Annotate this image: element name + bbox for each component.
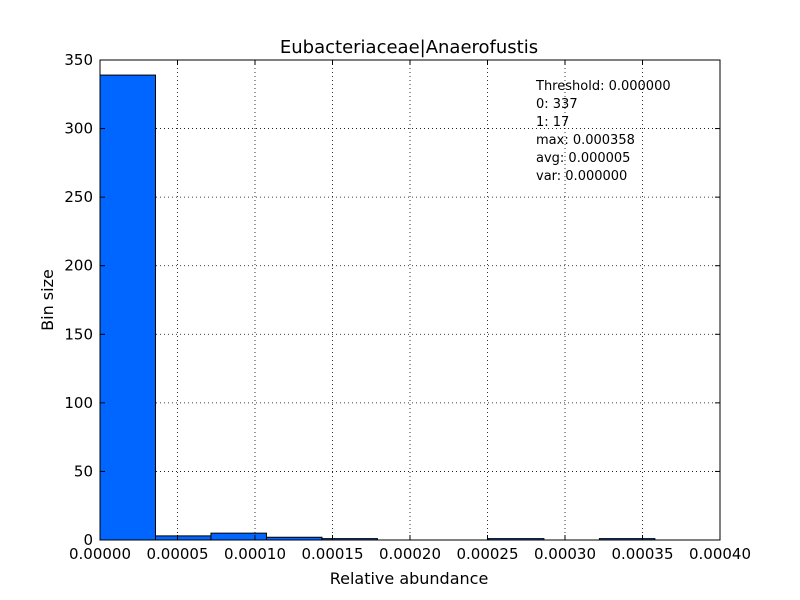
histogram-bar	[154, 535, 212, 541]
stats-annotation-line: max: 0.000358	[536, 133, 635, 148]
stats-annotation-line: 0: 337	[536, 97, 578, 112]
x-tick-label: 0.00025	[456, 545, 518, 563]
histogram-bar	[210, 532, 267, 541]
stats-annotation-line: Threshold: 0.000000	[535, 79, 671, 94]
y-tick-label: 250	[64, 188, 93, 206]
chart-title: Eubacteriaceae|Anaerofustis	[280, 37, 538, 58]
y-tick-label: 300	[64, 120, 93, 138]
stats-annotation-line: 1: 17	[536, 115, 569, 130]
histogram-bar	[99, 74, 156, 541]
axis-ticks: 0.00000 0.00005 0.00010 0.00015 0.00020 0.000…	[64, 51, 751, 563]
x-axis-label: Relative abundance	[330, 569, 489, 588]
x-tick-label: 0.00010	[224, 545, 286, 563]
y-tick-label: 150	[64, 325, 93, 343]
x-tick-label: 0.00035	[611, 545, 673, 563]
histogram-bars	[99, 74, 656, 541]
y-tick-label: 200	[64, 257, 93, 275]
y-axis-label: Bin size	[38, 269, 57, 331]
x-tick-label: 0.00030	[534, 545, 596, 563]
x-tick-label: 0.00000	[69, 545, 131, 563]
stats-annotation-line: avg: 0.000005	[536, 151, 630, 166]
stats-annotation-line: var: 0.000000	[536, 169, 627, 184]
x-tick-label: 0.00005	[146, 545, 208, 563]
y-tick-label: 50	[74, 462, 93, 480]
grid-lines	[100, 60, 720, 540]
x-tick-label: 0.00020	[379, 545, 441, 563]
y-tick-label: 0	[83, 531, 93, 549]
x-tick-label: 0.00040	[689, 545, 751, 563]
stats-annotation: Threshold: 0.000000 0: 337 1: 17 max: 0.000…	[535, 79, 671, 184]
y-tick-label: 100	[64, 394, 93, 412]
y-tick-label: 350	[64, 51, 93, 69]
x-tick-label: 0.00015	[301, 545, 363, 563]
